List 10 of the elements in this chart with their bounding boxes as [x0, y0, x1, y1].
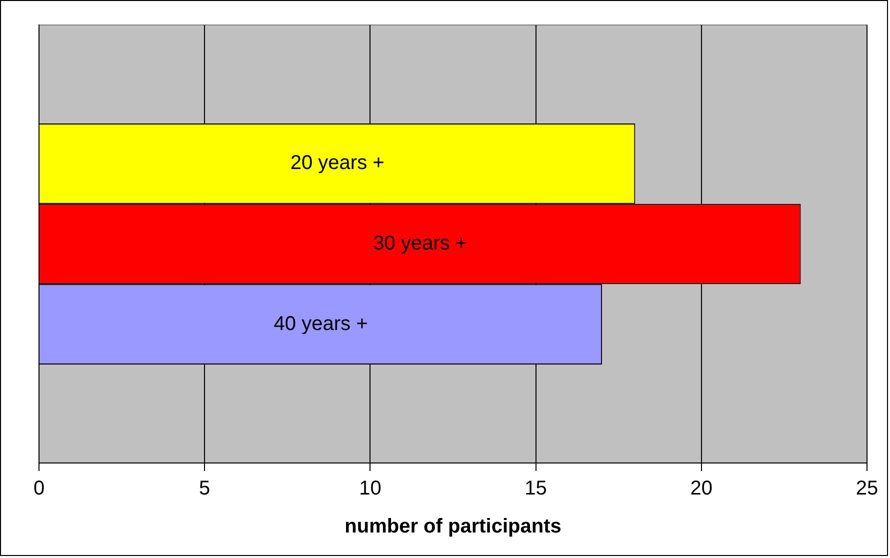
- series-label: 20 years +: [290, 152, 384, 174]
- x-tick-label: 15: [524, 478, 547, 500]
- x-tick-label: 25: [856, 478, 878, 500]
- x-tick-label: 5: [199, 478, 210, 500]
- x-tick-label: 20: [690, 478, 713, 500]
- series-label: 30 years +: [373, 232, 468, 255]
- x-tick-label: 10: [359, 478, 382, 500]
- x-tick-label: 0: [33, 478, 45, 500]
- x-axis-title: number of participants: [344, 516, 562, 538]
- series-label: 40 years +: [274, 312, 368, 335]
